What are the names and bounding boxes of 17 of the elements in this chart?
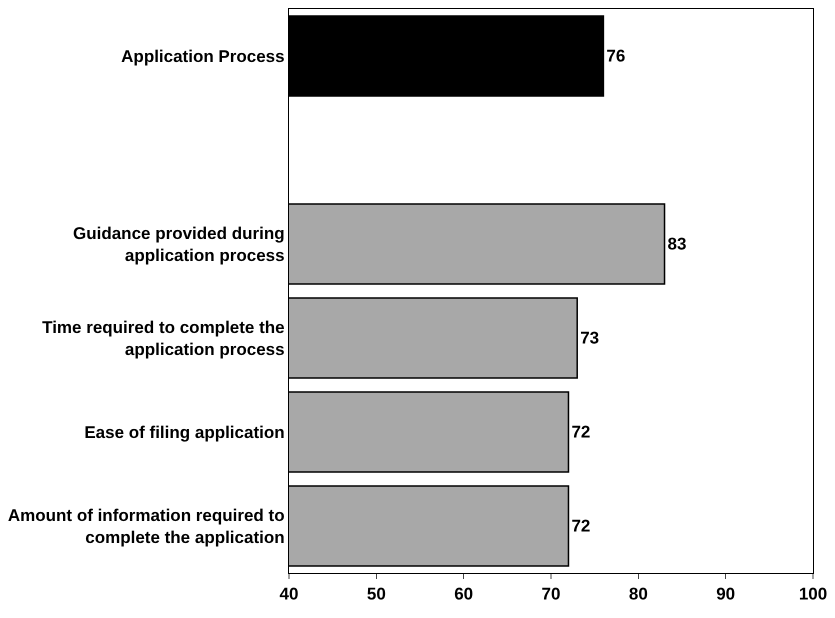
- data-label: 76: [606, 46, 626, 66]
- x-tick-label: 60: [454, 584, 474, 604]
- data-label: 72: [571, 422, 590, 442]
- y-tick-label: Guidance provided during application process: [73, 224, 285, 265]
- y-tick-label: Ease of filing application: [84, 422, 285, 442]
- x-tick-label: 50: [366, 584, 386, 604]
- y-tick-label: Amount of information required to complete the application: [8, 506, 285, 547]
- x-tick-label: 100: [798, 584, 828, 604]
- x-tick-label: 70: [542, 584, 560, 604]
- data-label: 73: [580, 328, 600, 348]
- data-label: 83: [668, 234, 686, 254]
- y-tick-label: Application Process: [121, 46, 285, 66]
- x-tick-label: 80: [628, 584, 648, 604]
- x-tick-label: 40: [280, 584, 298, 604]
- y-tick-label: Time required to complete the application process: [42, 318, 285, 359]
- data-label: 72: [571, 516, 590, 536]
- x-tick-label: 90: [716, 584, 736, 604]
